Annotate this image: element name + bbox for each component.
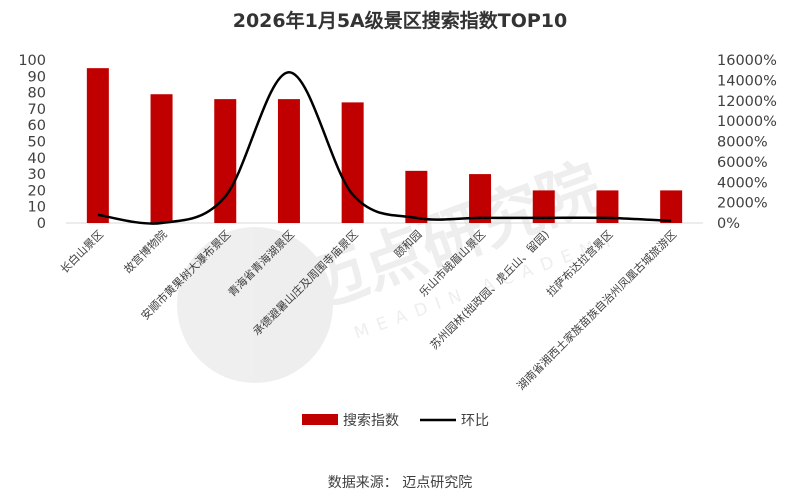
right-tick-label: 10000% <box>717 114 777 130</box>
left-tick-label: 50 <box>28 135 46 151</box>
right-tick-label: 8000% <box>717 135 768 151</box>
right-tick-label: 4000% <box>717 175 768 191</box>
category-label: 故宫博物院 <box>121 227 170 276</box>
left-tick-label: 70 <box>28 102 46 118</box>
left-tick-label: 30 <box>28 167 46 183</box>
right-tick-label: 0% <box>717 216 740 232</box>
legend-label-line: 环比 <box>461 413 489 429</box>
left-tick-label: 90 <box>28 69 46 85</box>
bar <box>405 170 428 223</box>
right-tick-label: 14000% <box>717 73 777 89</box>
line-path <box>97 70 672 225</box>
bar <box>469 174 492 223</box>
left-tick-label: 100 <box>18 53 46 69</box>
left-tick-label: 80 <box>28 86 46 102</box>
watermark-logo-icon <box>177 227 333 383</box>
bar <box>150 94 173 223</box>
left-tick-label: 0 <box>37 216 46 232</box>
data-source: 数据来源： 迈点研究院 <box>328 475 472 491</box>
left-tick-label: 10 <box>28 200 46 216</box>
right-tick-label: 6000% <box>717 155 768 171</box>
category-label: 长白山景区 <box>57 227 106 276</box>
bar <box>532 190 555 223</box>
bar <box>277 99 300 223</box>
left-tick-label: 20 <box>28 183 46 199</box>
right-tick-label: 12000% <box>717 94 777 110</box>
legend: 搜索指数 环比 <box>302 412 489 429</box>
bar <box>596 190 619 223</box>
left-tick-label: 60 <box>28 118 46 134</box>
bar-series <box>86 68 683 224</box>
bar <box>86 68 109 224</box>
bar <box>341 102 364 223</box>
bar <box>660 190 683 223</box>
bar <box>214 99 237 223</box>
left-tick-label: 40 <box>28 151 46 167</box>
right-tick-label: 16000% <box>717 53 777 69</box>
legend-swatch-bar <box>302 414 338 425</box>
chart-title: 2026年1月5A级景区搜索指数TOP10 <box>233 9 568 32</box>
right-axis: 0% 2000% 4000% 6000% 8000% 10000% 12000% 14000%… <box>717 53 777 232</box>
legend-label-bar: 搜索指数 <box>343 412 399 429</box>
line-series <box>97 70 672 225</box>
right-tick-label: 2000% <box>717 196 768 212</box>
